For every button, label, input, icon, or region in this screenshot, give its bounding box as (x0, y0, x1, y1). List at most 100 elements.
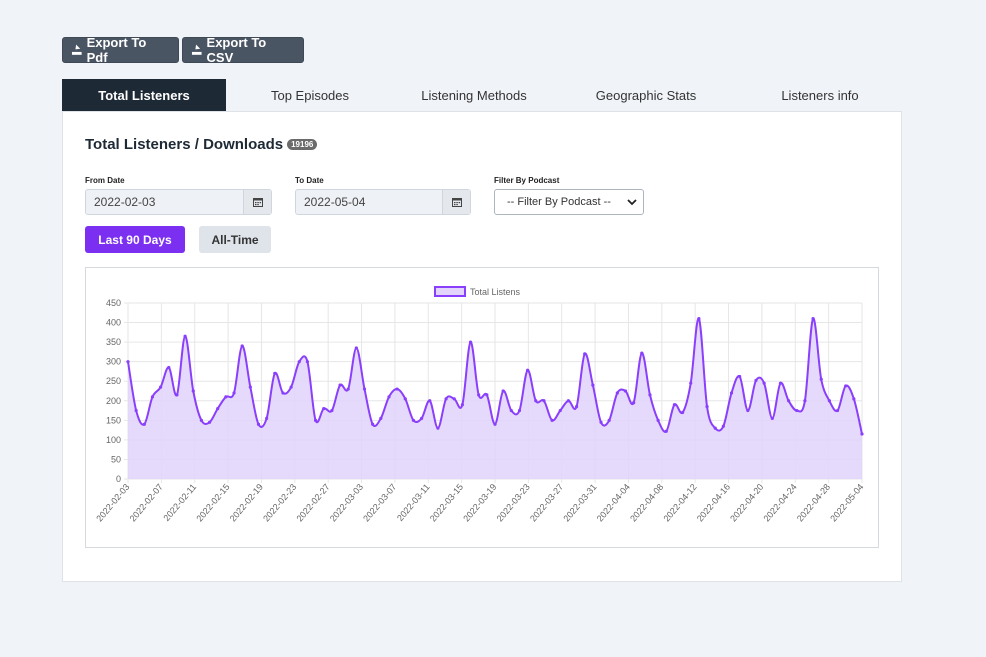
data-point (729, 391, 734, 395)
x-tick-label: 2022-03-31 (561, 482, 598, 524)
data-point (338, 383, 342, 387)
x-tick-label: 2022-05-04 (828, 482, 865, 524)
data-point (468, 340, 473, 344)
from-date-value: 2022-02-03 (94, 195, 156, 209)
data-point (517, 408, 522, 413)
data-point (289, 385, 293, 389)
data-point (738, 374, 742, 379)
from-date-label: From Date (85, 176, 125, 185)
data-point (591, 383, 595, 387)
data-point (281, 391, 285, 395)
chevron-down-icon (627, 198, 637, 205)
data-point (599, 420, 603, 424)
data-point (313, 418, 318, 422)
data-point (411, 418, 416, 422)
y-tick-label: 350 (106, 337, 121, 347)
data-point (623, 389, 628, 393)
tab-bar: Total Listeners Top Episodes Listening M… (62, 79, 902, 111)
legend-swatch (434, 286, 466, 297)
data-point (574, 405, 579, 409)
calendar-icon[interactable] (243, 190, 271, 214)
export-csv-label: Export To CSV (206, 35, 267, 65)
data-point (362, 387, 367, 391)
data-point (199, 418, 203, 422)
data-point (705, 405, 709, 409)
data-point (379, 416, 383, 420)
data-point (795, 408, 799, 413)
data-point (754, 378, 758, 383)
data-point (126, 360, 130, 364)
x-tick-label: 2022-03-19 (461, 482, 498, 524)
data-point (721, 424, 725, 428)
to-date-value: 2022-05-04 (304, 195, 366, 209)
data-point (330, 408, 334, 413)
from-date-field[interactable]: 2022-02-03 (85, 189, 272, 215)
to-date-label: To Date (295, 176, 324, 185)
data-point (428, 399, 432, 403)
data-point (142, 422, 146, 426)
data-point (607, 418, 611, 422)
data-point (493, 422, 497, 426)
data-point (762, 381, 766, 385)
x-tick-label: 2022-04-16 (695, 482, 732, 524)
x-tick-label: 2022-03-11 (395, 482, 432, 523)
data-point (387, 395, 391, 399)
data-point (844, 384, 848, 388)
data-point (305, 360, 310, 364)
data-point (672, 403, 677, 407)
tab-top-episodes[interactable]: Top Episodes (270, 87, 350, 103)
x-tick-label: 2022-02-15 (194, 482, 231, 524)
x-tick-label: 2022-03-23 (495, 482, 532, 524)
y-tick-label: 0 (116, 474, 121, 484)
x-tick-label: 2022-02-19 (228, 482, 265, 524)
y-tick-label: 450 (106, 298, 121, 308)
data-point (159, 385, 163, 389)
podcast-filter-value: -- Filter By Podcast -- (507, 196, 611, 208)
data-point (509, 408, 513, 413)
data-point (232, 391, 236, 395)
data-point (827, 399, 831, 403)
data-point (640, 351, 644, 355)
data-point (656, 418, 660, 422)
data-point (583, 352, 587, 356)
data-point (460, 403, 464, 407)
x-tick-label: 2022-04-04 (595, 482, 632, 524)
data-point (167, 365, 171, 370)
data-point (485, 393, 489, 397)
data-point (689, 381, 693, 385)
data-point (240, 344, 244, 348)
data-point (778, 381, 783, 385)
data-point (680, 410, 685, 415)
data-point (403, 397, 407, 401)
x-tick-label: 2022-04-28 (795, 482, 832, 524)
to-date-field[interactable]: 2022-05-04 (295, 189, 471, 215)
last-90-days-button[interactable]: Last 90 Days (85, 226, 185, 253)
data-point (770, 416, 774, 420)
all-time-button[interactable]: All-Time (199, 226, 271, 253)
export-pdf-button[interactable]: Export To Pdf (62, 35, 179, 65)
export-csv-button[interactable]: Export To CSV (182, 35, 304, 65)
data-point (297, 360, 301, 364)
data-point (322, 407, 326, 411)
tab-listeners-info[interactable]: Listeners info (781, 87, 859, 103)
data-point (803, 399, 807, 403)
data-point (191, 389, 195, 393)
data-point (648, 393, 652, 397)
data-point (420, 416, 424, 420)
x-tick-label: 2022-03-15 (428, 482, 465, 524)
tab-listening-methods[interactable]: Listening Methods (421, 87, 527, 103)
podcast-filter-select[interactable]: -- Filter By Podcast -- (494, 189, 644, 215)
tab-geographic-stats[interactable]: Geographic Stats (595, 87, 697, 103)
export-toolbar: Export To Pdf Export To CSV (62, 35, 304, 65)
data-point (444, 397, 448, 401)
x-tick-label: 2022-03-03 (328, 482, 365, 524)
data-point (265, 416, 269, 420)
data-point (346, 387, 350, 391)
data-point (566, 399, 570, 403)
tab-total-listeners[interactable]: Total Listeners (62, 79, 226, 111)
data-point (354, 346, 358, 350)
data-point (534, 399, 538, 403)
data-point (615, 391, 619, 395)
download-icon (191, 44, 202, 55)
calendar-icon[interactable] (442, 190, 470, 214)
